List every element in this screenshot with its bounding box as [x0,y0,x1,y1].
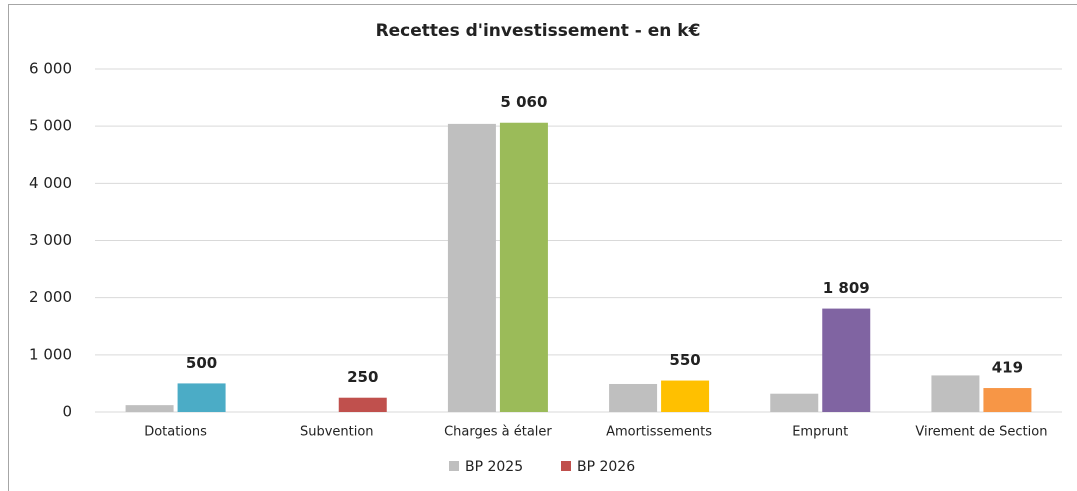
y-tick-label: 6 000 [29,60,72,78]
chart-title: Recettes d'investissement - en k€ [376,21,701,41]
x-tick-label: Charges à étaler [444,425,552,440]
legend-label: BP 2026 [577,459,635,475]
data-label: 419 [992,359,1023,377]
data-label: 550 [669,351,700,369]
y-tick-label: 5 000 [29,117,72,135]
legend-label: BP 2025 [465,459,523,475]
bar [338,397,387,412]
bar [931,375,980,412]
bar [447,123,496,412]
bar [499,122,548,412]
y-tick-label: 1 000 [29,345,72,363]
bar [661,380,710,412]
y-tick-label: 2 000 [29,288,72,306]
bar [983,388,1032,412]
chart-border [8,4,1077,491]
x-tick-label: Dotations [144,425,207,440]
y-tick-label: 3 000 [29,231,72,249]
bar [770,393,819,412]
x-tick-label: Subvention [300,425,374,440]
bar [609,383,658,412]
y-tick-label: 0 [62,403,72,421]
data-label: 5 060 [500,93,547,111]
bar [177,383,226,412]
x-tick-label: Amortissements [606,425,712,440]
data-label: 250 [347,368,378,386]
data-label: 1 809 [823,279,870,297]
bar [822,308,871,412]
bar [125,405,174,412]
x-tick-label: Emprunt [792,425,848,440]
y-tick-label: 4 000 [29,174,72,192]
x-tick-label: Virement de Section [915,425,1047,440]
legend-swatch [449,461,459,471]
data-label: 500 [186,354,217,372]
legend-swatch [561,461,571,471]
